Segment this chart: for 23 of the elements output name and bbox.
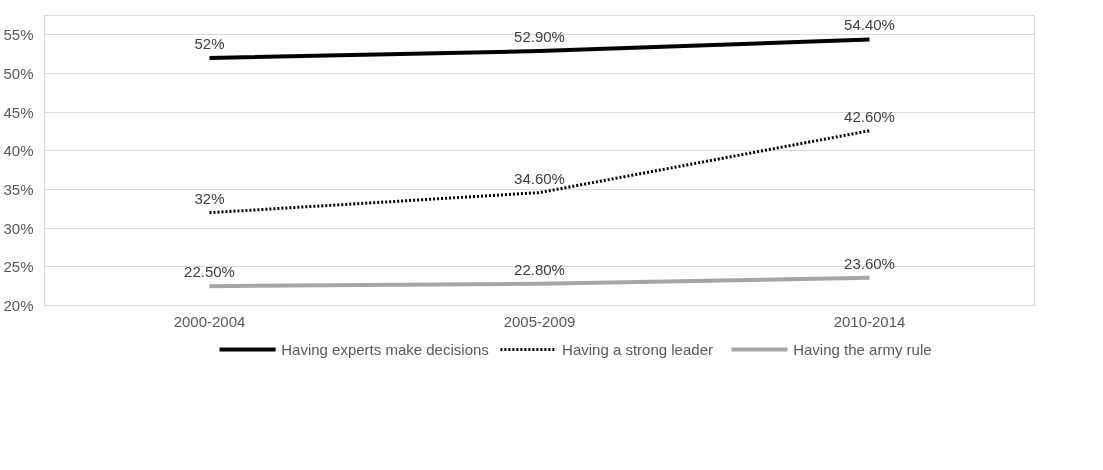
x-tick-label: 2005-2009 [503,312,576,330]
y-tick-label: 35% [3,181,34,198]
y-tick-label: 55% [3,26,34,44]
y-tick-label: 40% [3,142,34,160]
data-label: 23.60% [844,254,895,272]
y-tick-label: 20% [3,297,34,314]
y-tick-label: 25% [3,258,34,276]
x-tick-label: 2010-2014 [833,312,906,330]
data-label: 52% [194,35,225,53]
data-label: 52.90% [514,28,565,46]
data-label: 42.60% [844,107,895,125]
data-label: 54.40% [844,16,895,34]
y-tick-label: 50% [3,65,34,82]
data-label: 32% [194,189,225,207]
y-tick-label: 45% [3,103,34,121]
legend-label: Having experts make decisions [281,341,489,358]
data-label: 34.60% [514,169,565,187]
legend-label: Having a strong leader [562,341,713,358]
legend-label: Having the army rule [793,341,932,358]
x-tick-label: 2000-2004 [173,312,246,330]
data-label: 22.50% [184,263,235,281]
data-label: 22.80% [514,260,565,278]
y-tick-label: 30% [3,219,34,237]
